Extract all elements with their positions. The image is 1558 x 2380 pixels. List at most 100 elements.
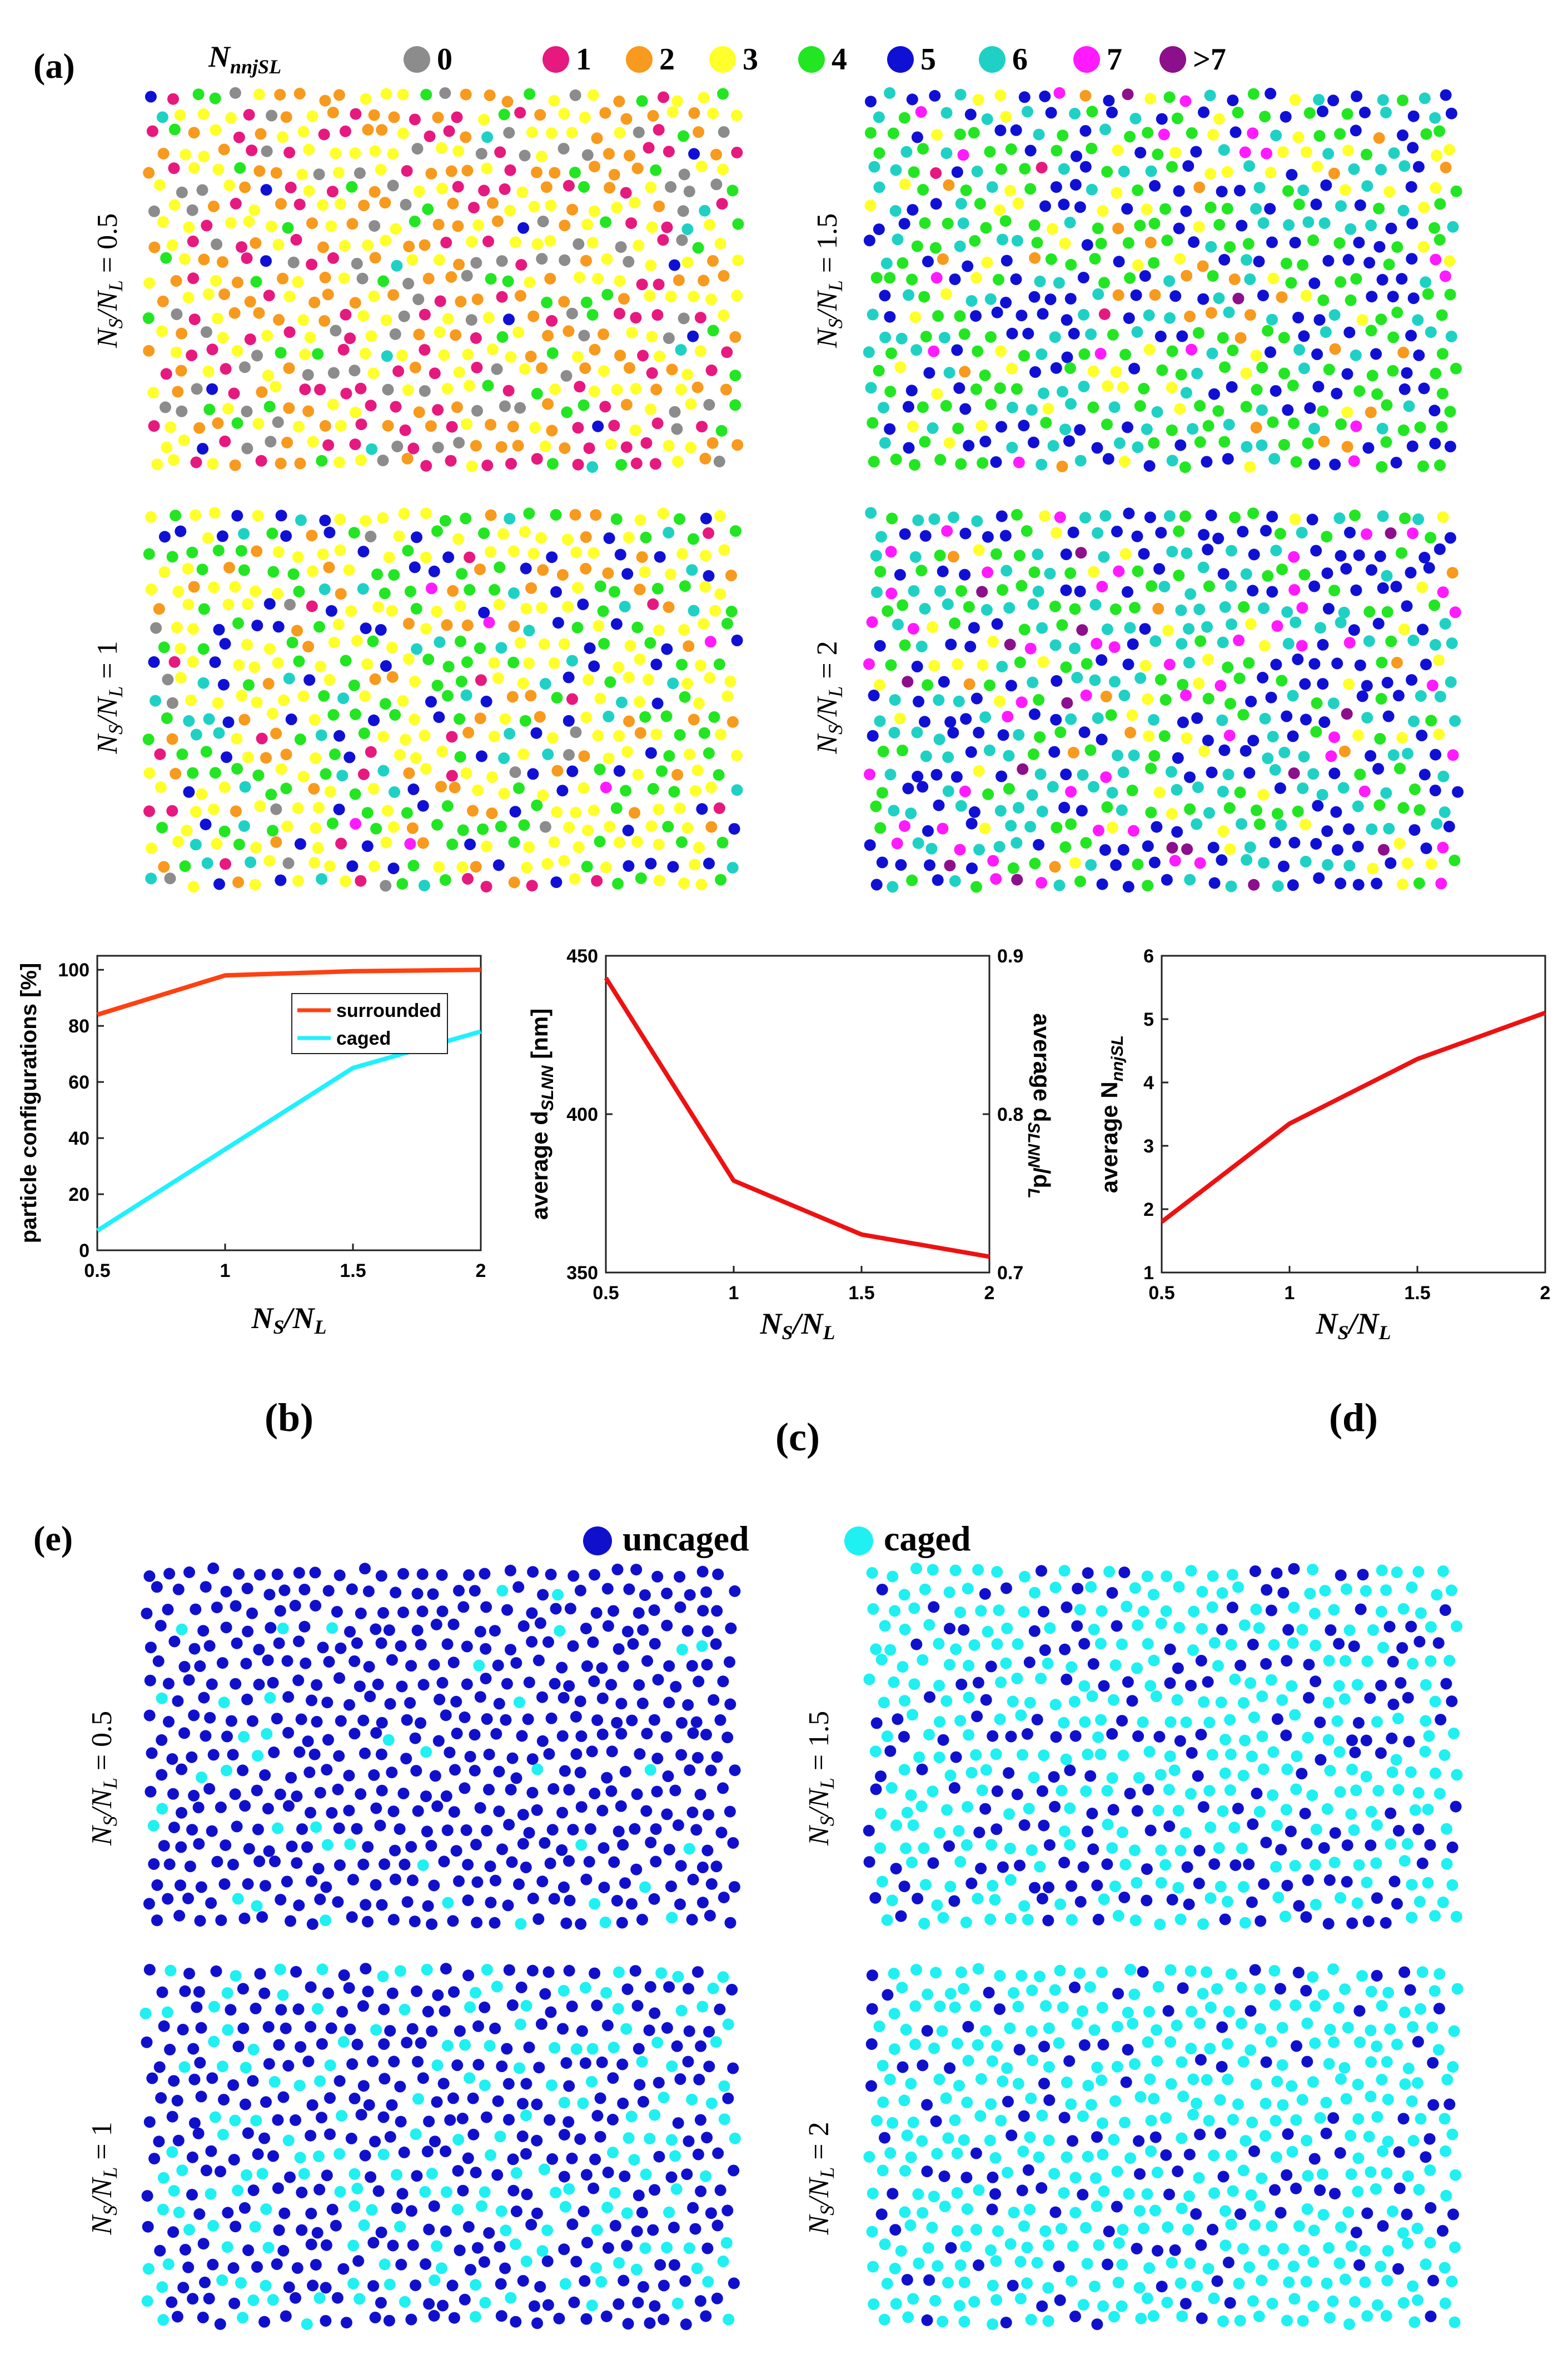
particle xyxy=(1287,690,1299,702)
particle xyxy=(1380,1584,1392,1596)
particle xyxy=(391,2169,403,2181)
particle xyxy=(678,623,690,636)
particle xyxy=(344,1838,356,1850)
particle xyxy=(703,2060,715,2073)
particle xyxy=(663,1844,675,1855)
particle xyxy=(368,290,380,302)
particle xyxy=(200,819,212,831)
legend-dot-caged xyxy=(844,1526,873,1555)
particle xyxy=(960,2172,973,2184)
particle xyxy=(172,1695,184,1707)
particle xyxy=(1029,366,1041,378)
particle xyxy=(629,424,641,436)
particle xyxy=(227,2079,240,2091)
particle xyxy=(200,746,212,758)
particle xyxy=(605,438,617,450)
particle xyxy=(1375,1605,1387,1618)
particle xyxy=(1181,1861,1193,1873)
particle xyxy=(506,1856,518,1868)
particle xyxy=(526,880,538,892)
particle xyxy=(206,1825,218,1837)
particle xyxy=(588,660,600,672)
particle xyxy=(1359,2245,1371,2257)
particle xyxy=(1335,418,1347,430)
particle xyxy=(1187,2108,1199,2120)
particle xyxy=(569,508,581,521)
particle xyxy=(1081,2258,1093,2270)
particle xyxy=(255,455,267,467)
particle xyxy=(1432,2044,1445,2056)
particle xyxy=(933,734,945,746)
particle xyxy=(340,125,351,137)
particle xyxy=(536,1691,548,1703)
particle xyxy=(258,1987,271,1999)
particle xyxy=(556,785,569,797)
particle xyxy=(938,332,950,344)
particle xyxy=(558,855,570,867)
particle xyxy=(596,1662,608,1674)
particle xyxy=(1302,1732,1314,1744)
particle xyxy=(721,690,734,702)
particle xyxy=(645,181,657,193)
particle xyxy=(661,2022,673,2034)
particle xyxy=(263,401,276,413)
particle xyxy=(614,548,626,561)
particle xyxy=(995,1676,1007,1688)
particle xyxy=(1354,769,1366,781)
particle xyxy=(190,1603,202,1615)
particle xyxy=(541,296,553,308)
particle xyxy=(337,343,350,356)
particle xyxy=(1221,1895,1233,1908)
particle xyxy=(654,2259,666,2271)
particle xyxy=(1197,561,1209,573)
particle xyxy=(447,2092,459,2104)
particle xyxy=(1180,205,1192,217)
particle xyxy=(479,2297,491,2309)
particle xyxy=(429,1770,441,1782)
particle xyxy=(239,781,251,793)
particle xyxy=(1129,602,1141,613)
particle xyxy=(1418,382,1430,395)
particle xyxy=(1180,387,1192,399)
particle xyxy=(909,311,922,323)
particle xyxy=(681,2168,693,2181)
particle xyxy=(678,312,690,325)
particle xyxy=(921,2099,933,2111)
particle xyxy=(1207,841,1219,854)
particle xyxy=(688,107,700,119)
particle xyxy=(649,2300,661,2312)
particle xyxy=(1066,1914,1078,1926)
particle xyxy=(1182,160,1194,172)
particle xyxy=(607,2147,619,2159)
particle xyxy=(230,1970,242,1982)
particle xyxy=(1387,1655,1399,1668)
particle xyxy=(692,1966,704,1978)
particle xyxy=(1066,2275,1078,2287)
particle xyxy=(1097,205,1109,217)
particle xyxy=(440,2146,451,2157)
particle xyxy=(207,2219,220,2232)
particle xyxy=(409,561,421,573)
particle xyxy=(1299,678,1311,690)
particle xyxy=(334,198,346,210)
particle xyxy=(885,587,898,600)
particle xyxy=(865,96,877,108)
particle xyxy=(1017,1749,1028,1761)
particle xyxy=(1180,1716,1192,1728)
particle xyxy=(1106,787,1118,799)
particle xyxy=(1328,1604,1340,1616)
particle xyxy=(684,1589,696,1601)
particle xyxy=(1113,565,1125,577)
particle xyxy=(1218,144,1230,156)
particle xyxy=(1151,821,1163,833)
particle xyxy=(907,204,919,216)
particle xyxy=(1127,2018,1139,2030)
particle xyxy=(386,641,398,653)
particle xyxy=(508,620,520,632)
particle xyxy=(703,398,715,411)
particle xyxy=(1149,289,1161,301)
particle xyxy=(1111,526,1123,537)
particle xyxy=(994,805,1007,817)
particle xyxy=(1432,1637,1445,1649)
